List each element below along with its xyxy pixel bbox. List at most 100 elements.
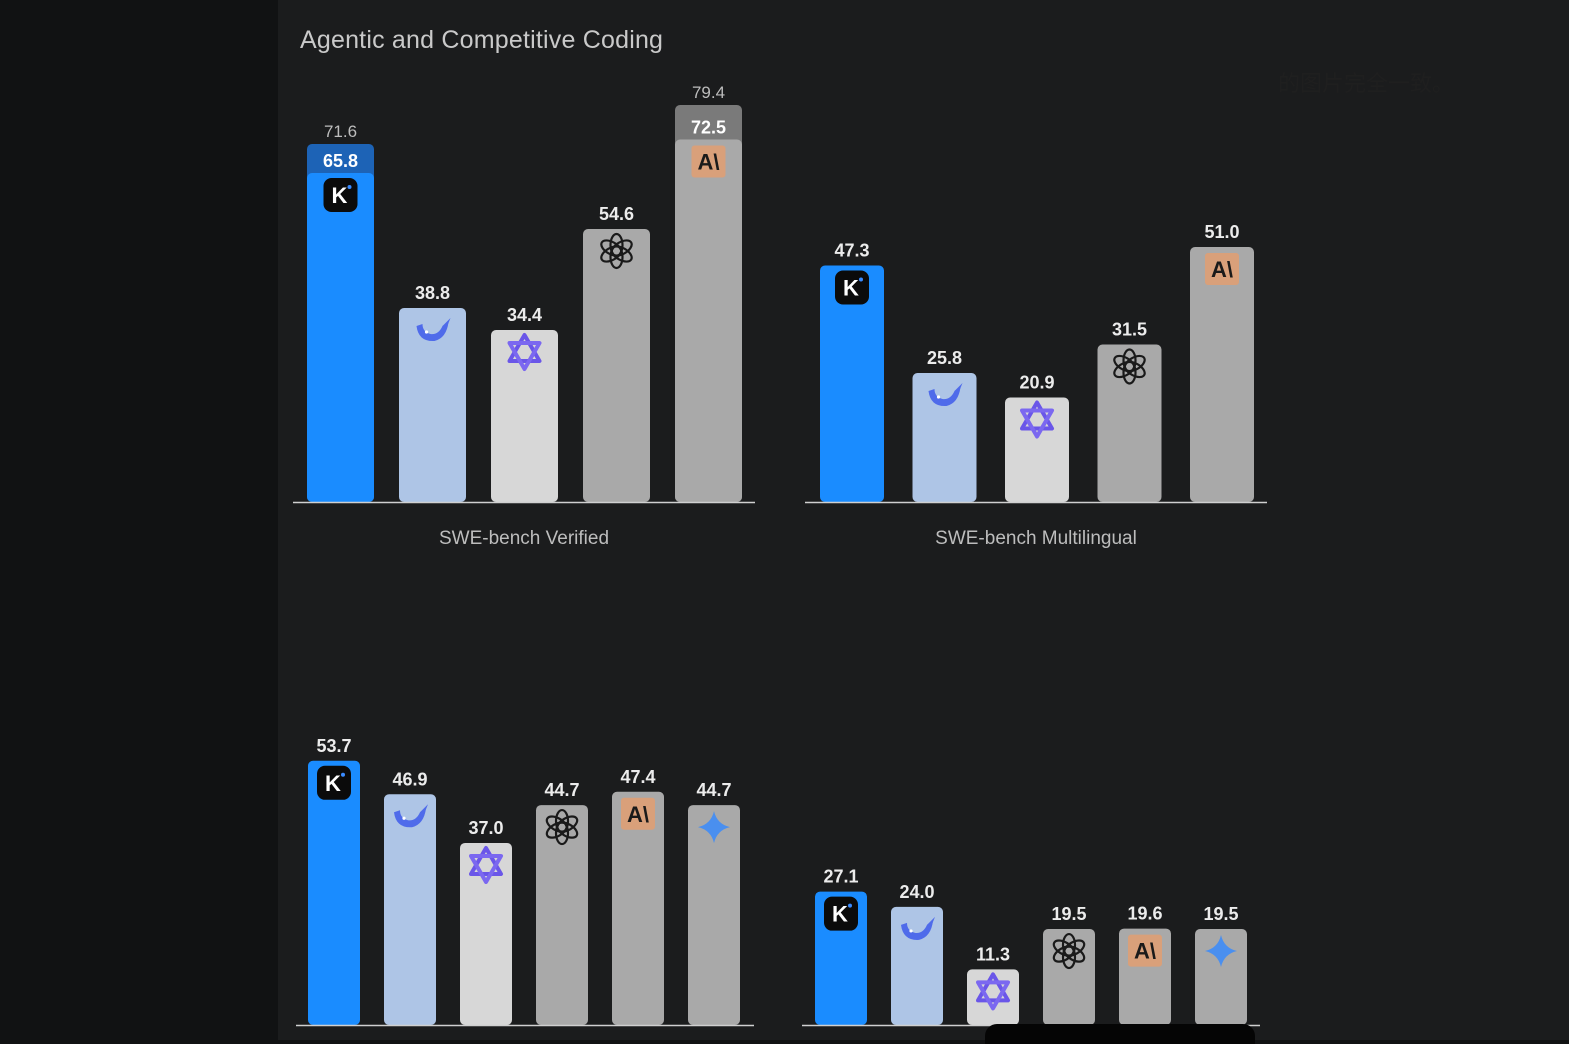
deepseek-whale-icon	[928, 383, 963, 407]
bar-group-openai: 31.5	[1097, 320, 1162, 502]
svg-text:A\: A\	[627, 802, 649, 827]
bar-group-deepseek: 46.9	[384, 769, 436, 1025]
value-label: 19.5	[1203, 904, 1238, 924]
value-label: 27.1	[823, 867, 858, 887]
chart-bottom-left: 53.7 K 46.9 37.0 44.7 47.4 A\ 44.7	[296, 700, 756, 1030]
bar-deepseek	[384, 794, 436, 1025]
bar-group-deepseek: 38.8	[399, 283, 466, 502]
svg-text:K: K	[843, 276, 859, 301]
bar-deepseek	[399, 308, 466, 502]
qwen-logo-icon	[507, 333, 542, 371]
value-label: 19.5	[1051, 904, 1086, 924]
bar-gemini	[688, 805, 740, 1025]
gemini-star-icon	[1205, 935, 1237, 968]
openai-logo-icon	[545, 808, 579, 846]
bar-group-qwen: 20.9	[1005, 373, 1069, 502]
chart-svg: 47.3 K 25.8 20.9 31.5 51.0 A\	[805, 222, 1267, 504]
bar-kimi	[308, 760, 360, 1025]
value-label: 53.7	[316, 736, 351, 756]
bar-gemini	[1195, 929, 1247, 1025]
bar-group-kimi: 71.6 65.8 K	[307, 122, 374, 502]
value-label-extended: 71.6	[324, 122, 357, 141]
bar-qwen	[460, 842, 512, 1025]
value-label: 38.8	[415, 283, 450, 303]
bar-qwen	[1005, 397, 1069, 502]
bar-anthropic	[1190, 247, 1254, 502]
value-label: 72.5	[691, 118, 726, 138]
deepseek-whale-icon	[394, 804, 428, 828]
kimi-logo-icon: K	[317, 765, 351, 800]
bar-group-qwen: 11.3	[967, 944, 1019, 1025]
svg-text:A\: A\	[698, 150, 720, 175]
svg-text:K: K	[325, 771, 341, 796]
bar-anthropic	[675, 139, 742, 502]
bar-group-kimi: 47.3 K	[820, 241, 884, 502]
value-label: 47.3	[834, 241, 869, 261]
bar-deepseek	[912, 373, 977, 502]
anthropic-logo-icon: A\	[1205, 253, 1239, 285]
bar-qwen	[491, 330, 558, 502]
bar-group-gemini: 19.5	[1195, 904, 1247, 1025]
bar-group-qwen: 37.0	[460, 818, 512, 1025]
value-label: 24.0	[899, 882, 934, 902]
bar-group-openai: 44.7	[536, 780, 588, 1025]
gemini-star-icon	[698, 811, 730, 844]
value-label: 37.0	[468, 818, 503, 838]
bar-openai	[583, 229, 650, 502]
value-label: 20.9	[1019, 373, 1054, 393]
kimi-logo-icon: K	[824, 896, 858, 931]
value-label: 25.8	[927, 348, 962, 368]
svg-text:A\: A\	[1211, 257, 1233, 282]
value-label: 11.3	[976, 944, 1010, 964]
bar-group-openai: 19.5	[1043, 904, 1095, 1025]
value-label: 51.0	[1204, 222, 1239, 242]
x-axis-label: SWE-bench Verified	[438, 528, 610, 549]
openai-logo-icon	[1113, 348, 1146, 385]
chart-svg: 53.7 K 46.9 37.0 44.7 47.4 A\ 44.7	[296, 736, 754, 1027]
bar-group-deepseek: 25.8	[912, 348, 977, 502]
bar-openai	[536, 805, 588, 1025]
bar-group-kimi: 27.1 K	[815, 867, 867, 1025]
value-label: 54.6	[599, 204, 634, 224]
bar-deepseek	[891, 906, 943, 1025]
anthropic-logo-icon: A\	[1128, 934, 1162, 967]
bar-kimi	[820, 265, 884, 502]
openai-logo-icon	[600, 232, 633, 270]
deepseek-whale-icon	[901, 916, 935, 940]
bar-kimi	[307, 173, 374, 502]
deepseek-whale-icon	[416, 318, 451, 342]
bar-group-openai: 54.6	[583, 204, 650, 502]
svg-text:K: K	[832, 902, 848, 927]
qwen-logo-icon	[1020, 400, 1054, 439]
bar-group-anthropic: 47.4 A\	[612, 767, 664, 1025]
chart-swe-bench-multilingual: 47.3 K 25.8 20.9 31.5 51.0 A\	[805, 0, 1270, 510]
bar-openai	[1097, 344, 1162, 502]
value-label: 34.4	[507, 305, 542, 325]
svg-text:K: K	[332, 183, 348, 208]
bar-anthropic	[612, 791, 664, 1025]
anthropic-logo-icon: A\	[691, 145, 726, 178]
bar-group-anthropic: 51.0 A\	[1190, 222, 1254, 502]
qwen-logo-icon	[976, 972, 1010, 1011]
value-label: 44.7	[696, 780, 731, 800]
kimi-logo-icon: K	[323, 178, 358, 212]
bar-group-anthropic: 19.6 A\	[1119, 904, 1171, 1025]
page-title: Agentic and Competitive Coding	[300, 26, 664, 54]
value-label-extended: 79.4	[692, 83, 725, 102]
overlay-caption: 的图片完全一致。	[1278, 71, 1455, 96]
chart-bottom-right: 27.1 K 24.0 11.3 19.5 19.6 A\ 19.5	[802, 700, 1262, 1030]
kimi-logo-icon: K	[835, 270, 869, 305]
bar-group-anthropic: 79.4 72.5 A\	[675, 83, 742, 502]
qwen-logo-icon	[469, 845, 503, 884]
value-label: 19.6	[1127, 904, 1162, 924]
chart-svg: 71.6 65.8 K 38.8 34.4 54.6 79.4 72.5 A\	[293, 83, 755, 504]
svg-text:A\: A\	[1134, 939, 1156, 964]
chart-svg: 27.1 K 24.0 11.3 19.5 19.6 A\ 19.5	[802, 867, 1260, 1027]
bar-group-gemini: 44.7	[688, 780, 740, 1025]
value-label: 44.7	[544, 780, 579, 800]
openai-logo-icon	[1052, 932, 1086, 970]
chart-swe-bench-verified: 71.6 65.8 K 38.8 34.4 54.6 79.4 72.5 A\	[293, 0, 758, 510]
bar-group-deepseek: 24.0	[891, 882, 943, 1025]
value-label: 65.8	[323, 151, 358, 171]
dark-occluder	[985, 1024, 1255, 1044]
